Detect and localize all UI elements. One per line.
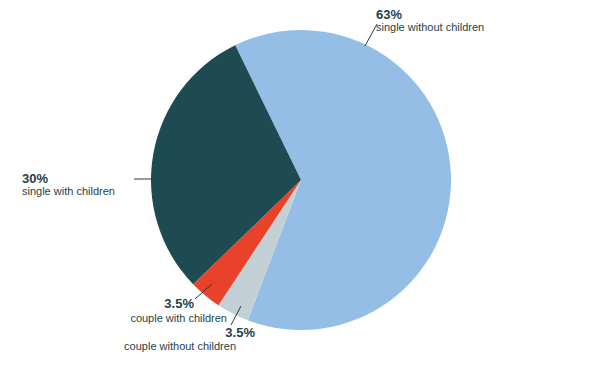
svg-text:couple without children: couple without children bbox=[124, 340, 236, 352]
svg-text:3.5%: 3.5% bbox=[164, 296, 194, 311]
svg-text:single with children: single with children bbox=[22, 185, 115, 197]
svg-text:63%: 63% bbox=[376, 7, 402, 22]
svg-text:couple with children: couple with children bbox=[130, 312, 227, 324]
svg-text:single without children: single without children bbox=[376, 21, 484, 33]
svg-text:30%: 30% bbox=[22, 171, 48, 186]
svg-text:3.5%: 3.5% bbox=[225, 325, 255, 340]
